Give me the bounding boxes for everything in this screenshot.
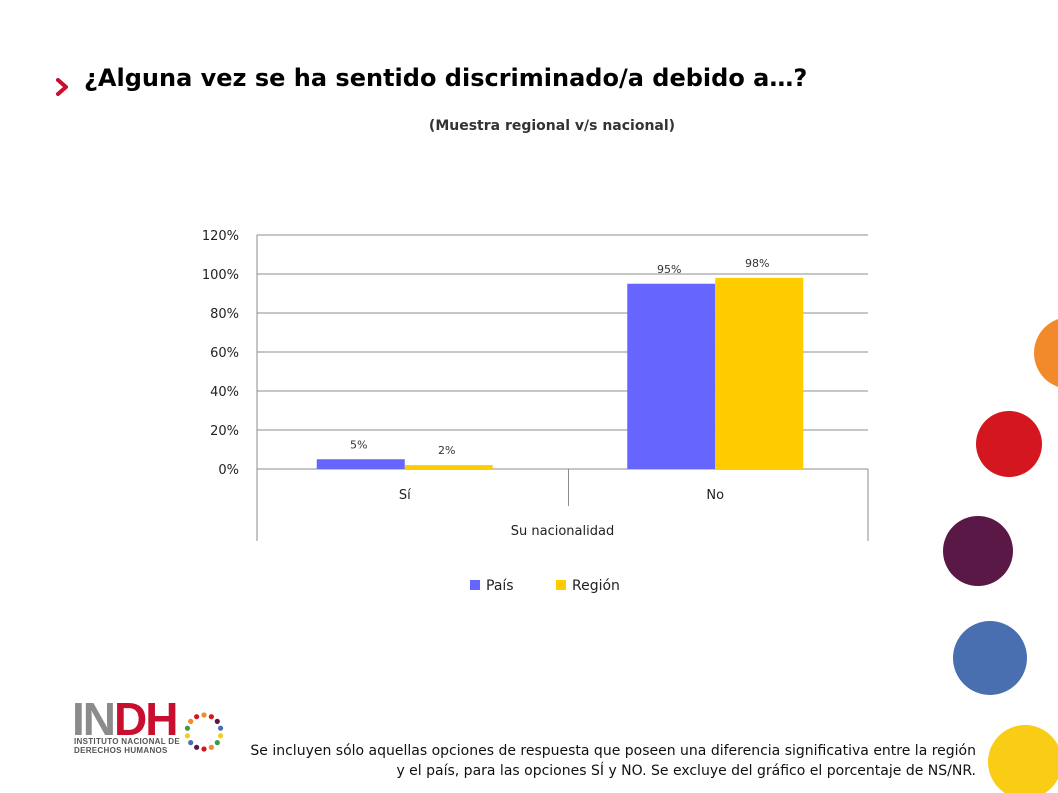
bar-país-1 bbox=[627, 283, 716, 469]
x-group-label: Su nacionalidad bbox=[511, 524, 614, 539]
data-label: 5% bbox=[350, 438, 367, 451]
logo-dot bbox=[217, 725, 224, 731]
legend-label: Región bbox=[572, 578, 620, 594]
y-tick-label: 0% bbox=[218, 463, 239, 478]
decor-circle bbox=[1034, 319, 1058, 387]
decor-circle bbox=[988, 725, 1058, 793]
legend-swatch bbox=[556, 580, 566, 590]
y-tick-label: 120% bbox=[202, 229, 239, 244]
logo-dot bbox=[201, 746, 207, 752]
y-tick-label: 80% bbox=[210, 307, 239, 322]
logo-subtitle: INSTITUTO NACIONAL DE DERECHOS HUMANOS bbox=[74, 737, 181, 755]
decor-circle bbox=[976, 411, 1042, 477]
logo-dot bbox=[217, 733, 224, 739]
data-label: 2% bbox=[438, 444, 455, 457]
logo-dot bbox=[194, 744, 200, 750]
chevron-right-icon bbox=[56, 78, 68, 96]
logo-dot bbox=[214, 718, 220, 725]
x-category-label: Sí bbox=[399, 488, 411, 503]
decor-circle bbox=[953, 621, 1027, 695]
legend-swatch bbox=[470, 580, 480, 590]
bar-país-0 bbox=[316, 459, 405, 469]
logo-dot bbox=[208, 714, 214, 720]
chart-subtitle: (Muestra regional v/s nacional) bbox=[428, 118, 676, 134]
data-label: 95% bbox=[657, 263, 681, 276]
y-tick-label: 60% bbox=[210, 346, 239, 361]
logo-dots-icon bbox=[184, 712, 224, 752]
logo-dot bbox=[208, 744, 214, 750]
y-tick-label: 40% bbox=[210, 385, 239, 400]
y-tick-label: 20% bbox=[210, 424, 239, 439]
logo-dot bbox=[214, 739, 220, 746]
logo-dot bbox=[184, 725, 191, 731]
indh-logo: INDH INSTITUTO NACIONAL DE DERECHOS HUMA… bbox=[72, 694, 232, 758]
decor-circle bbox=[943, 516, 1013, 586]
bar-región-1 bbox=[715, 277, 804, 469]
logo-wordmark: INDH bbox=[72, 693, 178, 745]
footnote: Se incluyen sólo aquellas opciones de re… bbox=[250, 743, 976, 779]
bar-región-0 bbox=[404, 465, 493, 469]
y-tick-label: 100% bbox=[202, 268, 239, 283]
logo-dot bbox=[194, 714, 200, 720]
data-label: 98% bbox=[745, 257, 769, 270]
page-title: ¿Alguna vez se ha sentido discriminado/a… bbox=[84, 64, 808, 92]
logo-dot bbox=[188, 718, 194, 725]
x-category-label: No bbox=[706, 488, 724, 503]
logo-dot bbox=[188, 739, 194, 746]
legend-label: País bbox=[486, 578, 514, 594]
logo-dot bbox=[201, 712, 207, 718]
logo-dot bbox=[184, 733, 191, 739]
